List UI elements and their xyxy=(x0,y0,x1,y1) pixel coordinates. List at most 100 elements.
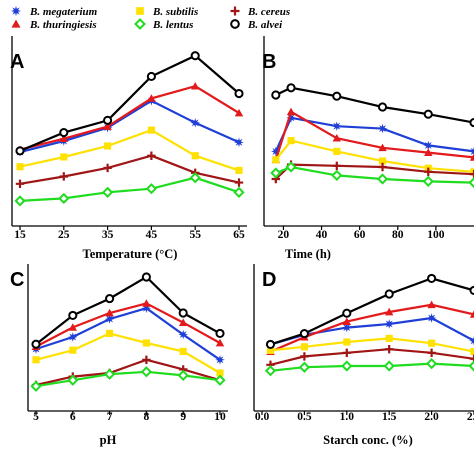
series-lentus xyxy=(14,172,245,207)
panel-a: A 15 25 35 45 55 65 Temperature (°C) xyxy=(10,36,247,261)
circle-marker xyxy=(423,109,433,119)
square-marker xyxy=(300,343,308,351)
diamond-marker xyxy=(67,374,79,386)
circle-marker xyxy=(332,91,342,101)
diamond-marker xyxy=(264,365,277,377)
triangle-marker xyxy=(286,107,296,116)
plus-marker xyxy=(147,151,156,160)
plus-marker xyxy=(332,161,341,170)
series-line xyxy=(35,370,221,388)
square-marker xyxy=(32,356,40,364)
plus-marker xyxy=(59,172,68,181)
diamond-marker xyxy=(101,186,114,198)
series-megaterium xyxy=(270,112,474,157)
legend-label: B. megaterium xyxy=(29,6,98,18)
star-marker xyxy=(104,314,115,324)
square-marker xyxy=(343,338,351,346)
triangle-marker xyxy=(342,317,351,325)
panel-b: B 20 40 60 80 100 Time (h) xyxy=(262,36,474,261)
series-alvei xyxy=(31,272,225,349)
x-tick-label: 1.5 xyxy=(382,411,397,423)
diamond-marker xyxy=(189,172,201,184)
diamond-marker xyxy=(270,167,282,179)
series-line xyxy=(35,306,221,361)
triangle-marker xyxy=(215,338,225,347)
legend-item-lentus: B. lentus xyxy=(134,18,193,31)
legend-label: B. lentus xyxy=(152,19,193,31)
series-line xyxy=(270,277,474,346)
circle-marker xyxy=(469,285,474,295)
circle-marker xyxy=(230,19,240,29)
x-tick-label: 65 xyxy=(233,229,245,241)
circle-marker xyxy=(141,272,151,282)
plus-marker xyxy=(230,6,240,16)
star-marker xyxy=(469,335,474,346)
x-tick-label: 8 xyxy=(144,411,150,423)
circle-marker xyxy=(31,339,41,349)
legend-marker xyxy=(134,18,146,30)
series-line xyxy=(275,163,474,180)
square-marker xyxy=(191,152,199,160)
square-marker xyxy=(272,156,280,164)
star-marker xyxy=(341,322,352,333)
series-line xyxy=(19,99,240,154)
circle-marker xyxy=(265,339,276,349)
x-tick-label: 25 xyxy=(58,229,70,241)
circle-marker xyxy=(190,51,200,61)
series-cereus xyxy=(271,160,474,184)
star-marker xyxy=(10,5,22,17)
legend-label: B. cereus xyxy=(247,6,290,18)
circle-marker xyxy=(105,294,115,304)
star-marker xyxy=(426,313,437,323)
square-marker xyxy=(179,347,187,355)
triangle-marker xyxy=(385,307,394,316)
plus-marker xyxy=(142,355,151,364)
series-alvei xyxy=(15,51,244,156)
legend-label: B. thuringiesis xyxy=(29,19,97,31)
x-axis-title: Time (h) xyxy=(285,247,331,261)
triangle-marker xyxy=(68,323,77,331)
square-marker xyxy=(428,339,436,347)
star-marker xyxy=(423,140,434,151)
panel-d: D 0.0 0.5 1.0 1.5 2.0 2.5 Starch conc. (%) xyxy=(253,264,474,447)
triangle-marker xyxy=(11,19,21,28)
star-marker xyxy=(178,329,189,340)
plus-marker xyxy=(300,352,309,361)
circle-marker xyxy=(469,118,474,128)
x-tick-label: 60 xyxy=(354,229,366,241)
diamond-marker xyxy=(145,183,158,195)
series-line xyxy=(270,303,474,353)
legend-item-alvei: B. alvei xyxy=(230,19,283,31)
x-axis-title: Temperature (°C) xyxy=(83,247,178,261)
plus-marker xyxy=(234,178,244,187)
square-marker xyxy=(142,339,150,347)
legend-marker xyxy=(230,6,240,16)
triangle-marker xyxy=(332,134,341,142)
square-marker xyxy=(470,348,474,356)
series-cereus xyxy=(15,151,244,188)
x-tick-label: 100 xyxy=(427,229,445,241)
square-marker xyxy=(147,126,155,134)
square-marker xyxy=(378,157,387,165)
star-marker xyxy=(234,137,244,148)
diamond-marker xyxy=(177,369,189,382)
star-marker xyxy=(215,354,225,365)
series-megaterium xyxy=(265,313,474,350)
series-thuringiesis xyxy=(15,82,244,153)
x-axis-title: Starch conc. (%) xyxy=(323,433,413,447)
square-marker xyxy=(470,168,474,176)
diamond-marker xyxy=(285,161,297,173)
plus-marker xyxy=(424,167,433,176)
series-line xyxy=(19,176,240,202)
x-tick-label: 35 xyxy=(102,229,114,241)
legend-label: B. subtilis xyxy=(152,6,198,18)
circle-marker xyxy=(384,289,394,299)
series-thuringiesis xyxy=(266,300,474,355)
diamond-marker xyxy=(468,176,474,189)
series-line xyxy=(270,348,474,366)
diamond-marker xyxy=(376,173,389,185)
series-line xyxy=(35,302,221,348)
x-tick-label: 1.0 xyxy=(340,411,355,423)
triangle-marker xyxy=(103,122,112,130)
series-line xyxy=(35,332,221,374)
